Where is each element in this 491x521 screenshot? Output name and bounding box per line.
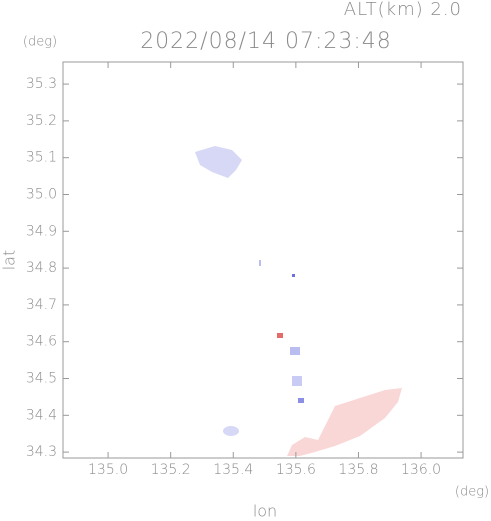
x-tick-label: 135.8: [338, 462, 378, 478]
y-tick-label: 35.1: [26, 150, 57, 166]
echo-blue: [298, 398, 304, 403]
y-tick-label: 34.9: [26, 223, 57, 239]
echo-regions: [195, 146, 402, 456]
y-axis-label: lat: [0, 250, 19, 271]
echo-blue: [259, 260, 261, 266]
y-tick-label: 34.8: [26, 260, 57, 276]
echo-blue: [223, 426, 239, 436]
x-axis-label: lon: [253, 502, 277, 521]
x-tick-label: 135.6: [276, 462, 316, 478]
echo-blue: [290, 347, 300, 355]
echo-pink: [287, 388, 402, 456]
chart-title: 2022/08/14 07:23:48: [140, 29, 392, 54]
y-tick-label: 35.3: [26, 76, 57, 92]
x-tick-label: 136.0: [401, 462, 441, 478]
echo-blue: [292, 376, 302, 386]
y-tick-label: 34.6: [26, 334, 57, 350]
echo-blue: [292, 274, 295, 277]
x-tick-label: 135.0: [88, 462, 128, 478]
y-tick-label: 34.4: [26, 407, 57, 423]
x-tick-label: 135.4: [213, 462, 253, 478]
x-tick-label: 135.2: [151, 462, 191, 478]
y-tick-label: 35.0: [26, 186, 57, 202]
echo-blue: [195, 146, 242, 178]
echo-red: [277, 333, 283, 338]
altitude-label: ALT(km) 2.0: [344, 0, 462, 20]
x-unit: (deg): [455, 485, 489, 500]
y-tick-label: 34.7: [26, 297, 57, 313]
plot-frame: [62, 61, 464, 459]
y-tick-label: 35.2: [26, 113, 57, 129]
y-tick-label: 34.3: [26, 444, 57, 460]
y-unit: (deg): [23, 35, 57, 50]
y-tick-label: 34.5: [26, 371, 57, 387]
